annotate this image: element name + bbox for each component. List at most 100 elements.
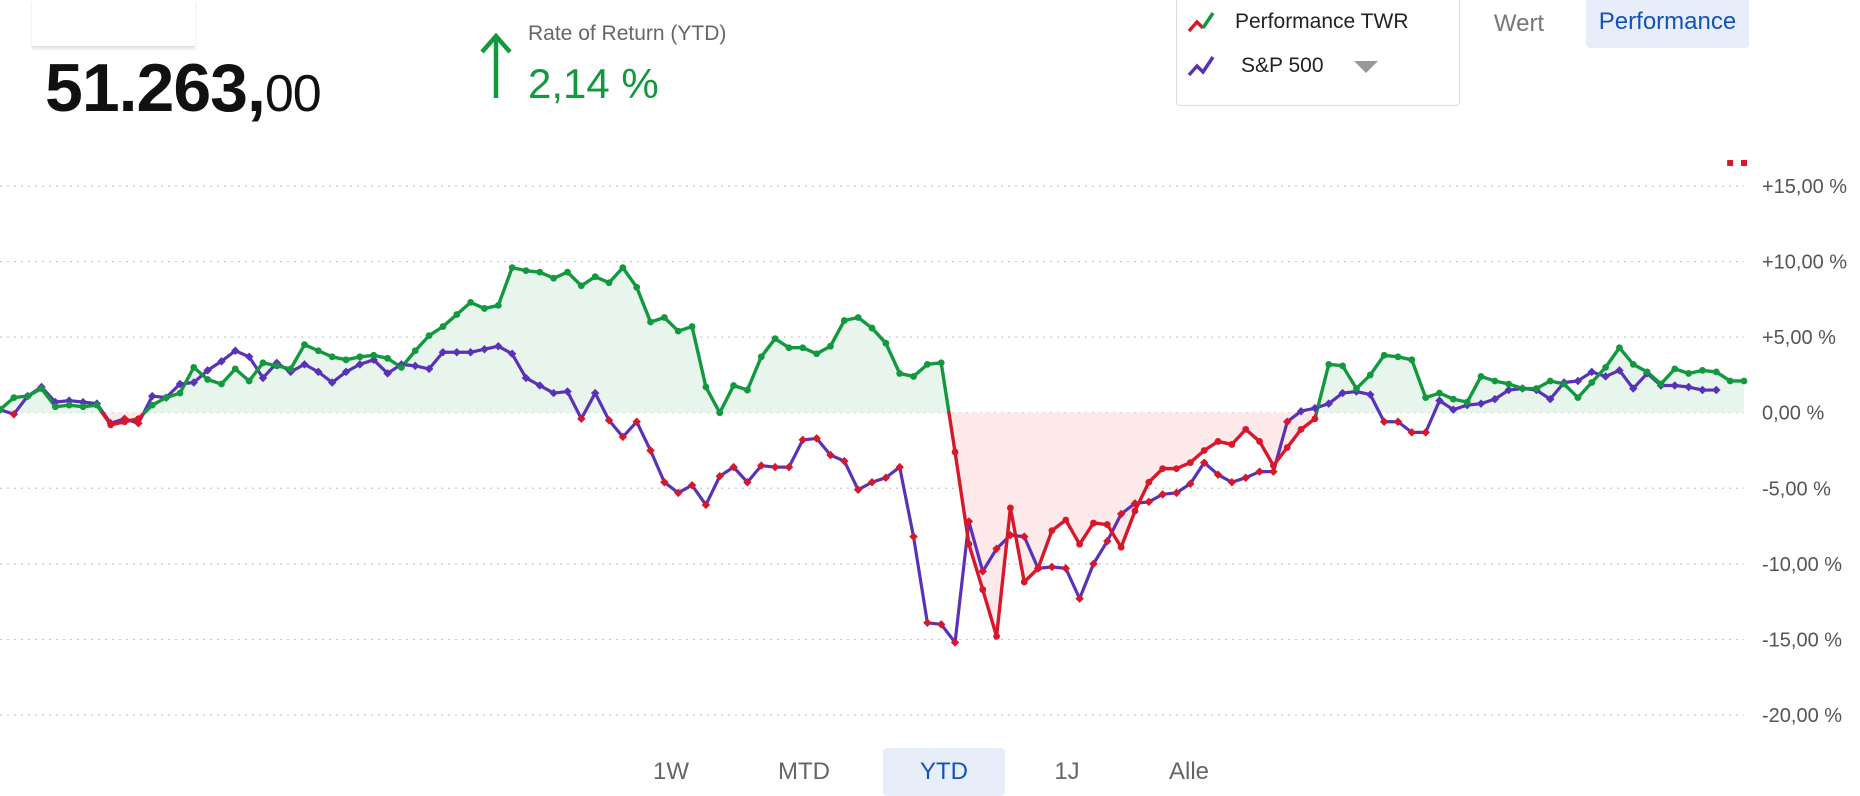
positive-area-fill — [221, 368, 236, 413]
sp500-point — [1296, 406, 1306, 416]
negative-area-fill — [1231, 412, 1246, 445]
performance-point — [813, 350, 821, 358]
series-line-performance-segment — [1285, 427, 1303, 450]
negative-area-fill — [1162, 412, 1177, 469]
tab-ytd[interactable]: YTD — [883, 748, 1005, 796]
sp500-point — [853, 485, 863, 495]
negative-area-fill — [1079, 412, 1094, 545]
series-line-performance-segment — [1465, 374, 1483, 404]
positive-area-fill — [927, 362, 942, 413]
sp500-point — [1476, 399, 1486, 408]
performance-point — [370, 351, 378, 359]
performance-point — [1602, 363, 1609, 371]
sp500-point — [217, 357, 226, 366]
performance-point — [937, 359, 945, 367]
performance-point — [481, 305, 488, 312]
performance-point — [868, 324, 876, 332]
sp500-point — [1601, 372, 1610, 381]
performance-point — [660, 314, 668, 321]
tab-mtd[interactable]: MTD — [778, 758, 830, 785]
performance-point — [1062, 516, 1070, 524]
performance-point — [24, 392, 32, 400]
portfolio-value-decimals: 00 — [264, 65, 322, 123]
performance-point — [1353, 385, 1360, 392]
positive-area-fill — [525, 270, 540, 413]
legend-item-benchmark[interactable]: S&P 500 — [1187, 51, 1378, 81]
negative-area-fill — [968, 412, 983, 590]
series-line-performance-segment — [413, 333, 431, 353]
performance-point — [38, 385, 45, 392]
performance-point — [1034, 564, 1042, 572]
sp500-point — [840, 456, 849, 466]
series-line-performance-segment — [884, 341, 902, 376]
series-line-performance-segment — [1603, 346, 1622, 370]
positive-area-fill — [470, 302, 485, 413]
performance-point — [1491, 377, 1499, 385]
series-line-performance-segment — [1230, 427, 1248, 447]
sp500-point — [1310, 403, 1320, 413]
negative-area-fill — [1051, 412, 1066, 531]
performance-point — [453, 311, 461, 318]
series-line-performance-segment — [704, 385, 722, 415]
performance-point — [1380, 351, 1388, 359]
performance-point — [1505, 380, 1513, 388]
portfolio-value: 51.263,00 — [45, 48, 322, 134]
performance-toggle-button[interactable]: Performance — [1586, 0, 1749, 48]
performance-point — [356, 353, 364, 361]
performance-point — [1076, 540, 1084, 548]
series-line-performance-segment — [759, 336, 777, 359]
series-line-performance-segment — [718, 383, 736, 415]
chevron-down-icon[interactable] — [1353, 61, 1378, 73]
sp500-point — [660, 477, 669, 487]
wert-toggle-button[interactable]: Wert — [1493, 10, 1545, 37]
sp500-point — [701, 500, 711, 510]
positive-area-fill — [442, 314, 457, 413]
legend-item-performance[interactable]: Performance TWR — [1187, 7, 1409, 37]
performance-point — [425, 332, 433, 340]
performance-point — [245, 377, 253, 385]
sp500-point — [203, 366, 212, 375]
tab-1w[interactable]: 1W — [653, 758, 689, 785]
negative-area-fill — [1204, 412, 1219, 451]
performance-point — [176, 389, 184, 397]
series-line-performance-segment — [745, 355, 763, 392]
series-line-performance-segment — [1077, 521, 1096, 546]
series-line-performance-segment — [1257, 439, 1276, 468]
performance-point — [730, 382, 737, 389]
positive-area-fill — [858, 317, 872, 413]
tab-alle[interactable]: Alle — [1168, 758, 1210, 785]
series-line-performance-segment — [1590, 365, 1608, 385]
performance-point — [854, 314, 862, 321]
performance-point — [827, 342, 834, 350]
series-line-performance-segment — [1036, 528, 1054, 571]
sp500-point — [770, 462, 780, 472]
sp500-point — [438, 348, 448, 357]
sp500-point — [424, 364, 434, 374]
positive-area-fill — [304, 344, 319, 413]
sp500-point — [341, 367, 351, 377]
positive-area-fill — [512, 267, 526, 413]
sp500-point — [812, 434, 821, 443]
series-line-performance-segment — [1133, 480, 1151, 513]
trend-line-red-green-icon — [1187, 12, 1215, 33]
positive-area-fill — [775, 338, 789, 413]
positive-area-fill — [678, 326, 693, 413]
tab-1j[interactable]: 1J — [1054, 758, 1080, 785]
performance-point — [979, 586, 987, 593]
positive-area-fill — [1536, 380, 1551, 413]
series-line-performance-segment — [607, 265, 625, 285]
series-line-performance-segment — [1271, 445, 1289, 468]
performance-point — [273, 362, 281, 370]
negative-area-fill — [1093, 412, 1108, 525]
y-tick-label: +15,00 % — [1762, 176, 1847, 198]
performance-point — [190, 363, 198, 371]
series-line-performance-segment — [1105, 522, 1123, 549]
negative-area-fill — [1010, 412, 1025, 582]
performance-point — [1117, 543, 1125, 551]
series-line-performance-segment — [1617, 346, 1635, 367]
performance-point — [397, 363, 405, 371]
performance-point — [923, 360, 931, 368]
sp500-point — [1615, 366, 1624, 375]
sp500-point — [507, 349, 517, 359]
sp500-point — [189, 378, 199, 387]
